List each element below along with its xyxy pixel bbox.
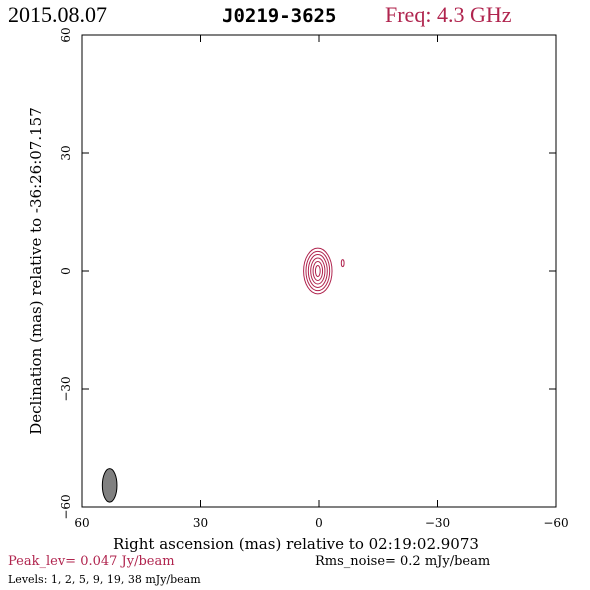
x-tick-label: 30 bbox=[193, 516, 208, 530]
restoring-beam bbox=[101, 468, 118, 503]
y-tick-label: −60 bbox=[59, 494, 73, 519]
x-tick-label: −60 bbox=[543, 516, 568, 530]
x-tick-label: 0 bbox=[315, 516, 323, 530]
core-contour bbox=[310, 257, 326, 285]
core-contour bbox=[312, 261, 324, 281]
source-name: J0219-3625 bbox=[222, 5, 337, 27]
y-tick-label: 60 bbox=[59, 27, 73, 42]
core-contour bbox=[314, 264, 321, 278]
x-tick-label: −30 bbox=[425, 516, 450, 530]
peak-level: Peak_lev= 0.047 Jy/beam bbox=[8, 554, 175, 569]
axis-ticks bbox=[81, 34, 557, 508]
rms-noise: Rms_noise= 0.2 mJy/beam bbox=[315, 554, 491, 569]
beam-ellipse bbox=[101, 468, 118, 503]
plot-frame bbox=[81, 34, 557, 508]
x-tick-label: 60 bbox=[74, 516, 89, 530]
x-axis-label: Right ascension (mas) relative to 02:19:… bbox=[113, 535, 479, 553]
y-tick-label: −30 bbox=[59, 376, 73, 401]
core-contour bbox=[303, 247, 333, 295]
contour-levels: Levels: 1, 2, 5, 9, 19, 38 mJy/beam bbox=[8, 573, 201, 586]
core-contour bbox=[307, 253, 328, 289]
y-tick-label: 30 bbox=[59, 145, 73, 160]
y-tick-label: 0 bbox=[59, 267, 73, 275]
observation-date: 2015.08.07 bbox=[8, 2, 107, 27]
frequency-label: Freq: 4.3 GHz bbox=[385, 2, 512, 27]
core-contour bbox=[305, 250, 331, 292]
jet-knot-contour bbox=[340, 259, 345, 268]
y-axis-label: Declination (mas) relative to -36:26:07.… bbox=[27, 107, 45, 435]
axis-tick-labels: 60 30 0 −30 −60 −60 −30 0 30 60 bbox=[59, 27, 569, 530]
contour-lines bbox=[303, 247, 345, 295]
